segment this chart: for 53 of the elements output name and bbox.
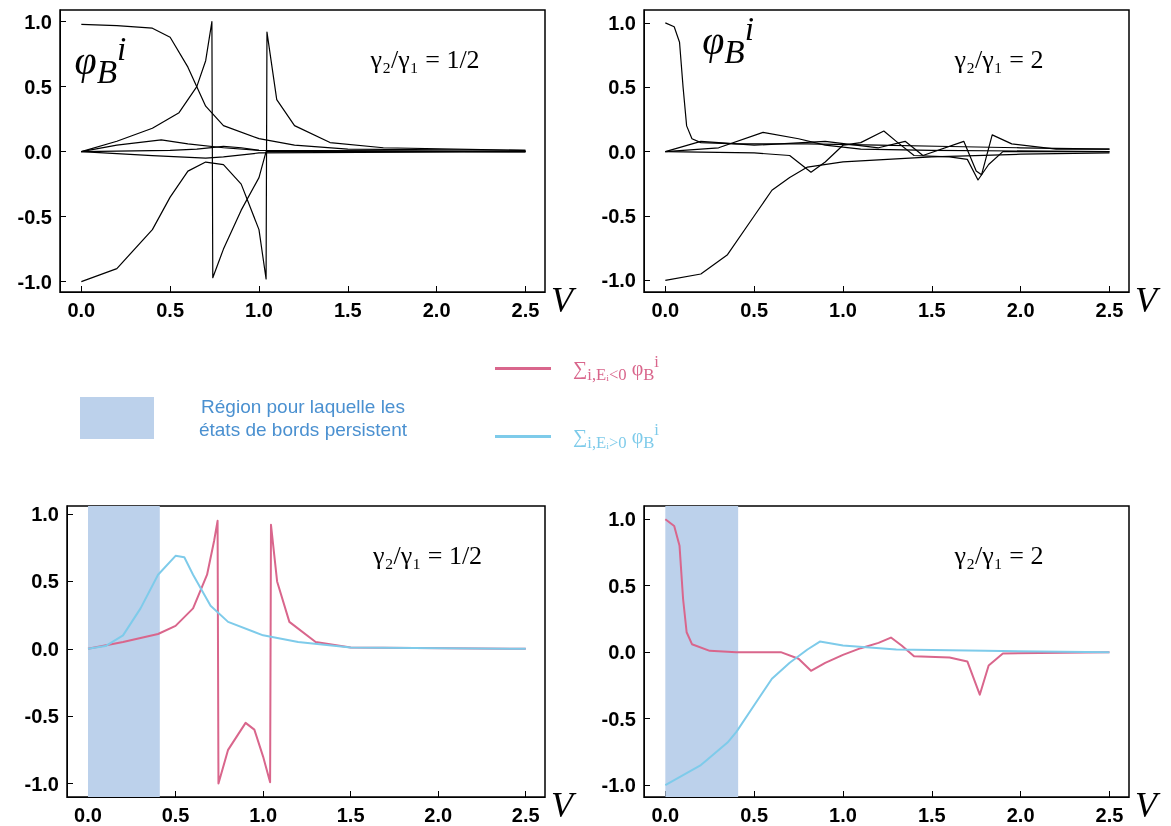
- x-tick-label: 1.0: [249, 804, 278, 826]
- x-tick-label: 2.0: [422, 299, 451, 321]
- x-tick-label: 1.5: [917, 299, 946, 321]
- x-tick-label: 0.0: [651, 804, 680, 826]
- x-tick-label: 1.0: [245, 299, 273, 321]
- x-axis-title: V: [1135, 785, 1161, 825]
- y-tick-label: -1.0: [17, 270, 52, 293]
- y-tick-label: 1.0: [608, 508, 636, 531]
- y-tick-label: 1.0: [24, 10, 52, 33]
- x-tick-label: 0.5: [161, 804, 190, 826]
- y-tick-label: -0.5: [601, 707, 636, 730]
- y-tick-label: 0.0: [24, 140, 52, 163]
- y-tick-label: 0.5: [608, 574, 636, 597]
- x-tick-label: 0.5: [740, 299, 769, 321]
- y-tick-label: 0.0: [31, 637, 59, 660]
- x-tick-label: 2.0: [424, 804, 453, 826]
- annotation: γ₂/γ₁ = 1/2: [372, 540, 483, 571]
- y-tick-label: 0.0: [608, 140, 636, 163]
- y-tick-label: -0.5: [24, 705, 59, 728]
- x-axis-title: V: [1135, 280, 1161, 320]
- x-tick-label: 1.5: [333, 299, 362, 321]
- x-tick-label: 0.0: [67, 299, 96, 321]
- y-tick-label: -0.5: [17, 205, 52, 228]
- x-tick-label: 0.0: [651, 299, 680, 321]
- y-tick-label: -1.0: [601, 269, 636, 292]
- annotation: γ₂/γ₁ = 2: [954, 540, 1044, 571]
- y-tick-label: -1.0: [601, 774, 636, 797]
- y-tick-label: 1.0: [31, 503, 59, 526]
- x-tick-label: 1.5: [336, 804, 365, 826]
- y-tick-label: 0.0: [608, 641, 636, 664]
- x-tick-label: 1.0: [829, 299, 857, 321]
- x-axis-title: V: [551, 785, 577, 825]
- x-tick-label: 2.5: [511, 804, 540, 826]
- y-tick-label: 0.5: [24, 75, 52, 98]
- x-tick-label: 2.0: [1006, 804, 1035, 826]
- x-tick-label: 2.5: [1095, 299, 1124, 321]
- annotation: γ₂/γ₁ = 1/2: [370, 44, 480, 75]
- x-tick-label: 0.5: [740, 804, 769, 826]
- x-tick-label: 1.5: [917, 804, 946, 826]
- y-tick-label: 0.5: [31, 570, 59, 593]
- x-tick-label: 1.0: [829, 804, 857, 826]
- y-tick-label: -1.0: [24, 772, 59, 795]
- x-tick-label: 0.5: [156, 299, 185, 321]
- y-tick-label: 0.5: [608, 76, 636, 99]
- x-tick-label: 2.5: [511, 299, 540, 321]
- legend-label: Région pour laquelle les états de bords persistent: [197, 395, 409, 441]
- x-tick-label: 2.5: [1095, 804, 1124, 826]
- x-tick-label: 0.0: [74, 804, 102, 826]
- annotation: γ₂/γ₁ = 2: [954, 44, 1044, 75]
- x-axis-title: V: [551, 280, 577, 320]
- y-tick-label: -0.5: [601, 205, 636, 228]
- x-tick-label: 2.0: [1006, 299, 1035, 321]
- y-tick-label: 1.0: [608, 11, 636, 34]
